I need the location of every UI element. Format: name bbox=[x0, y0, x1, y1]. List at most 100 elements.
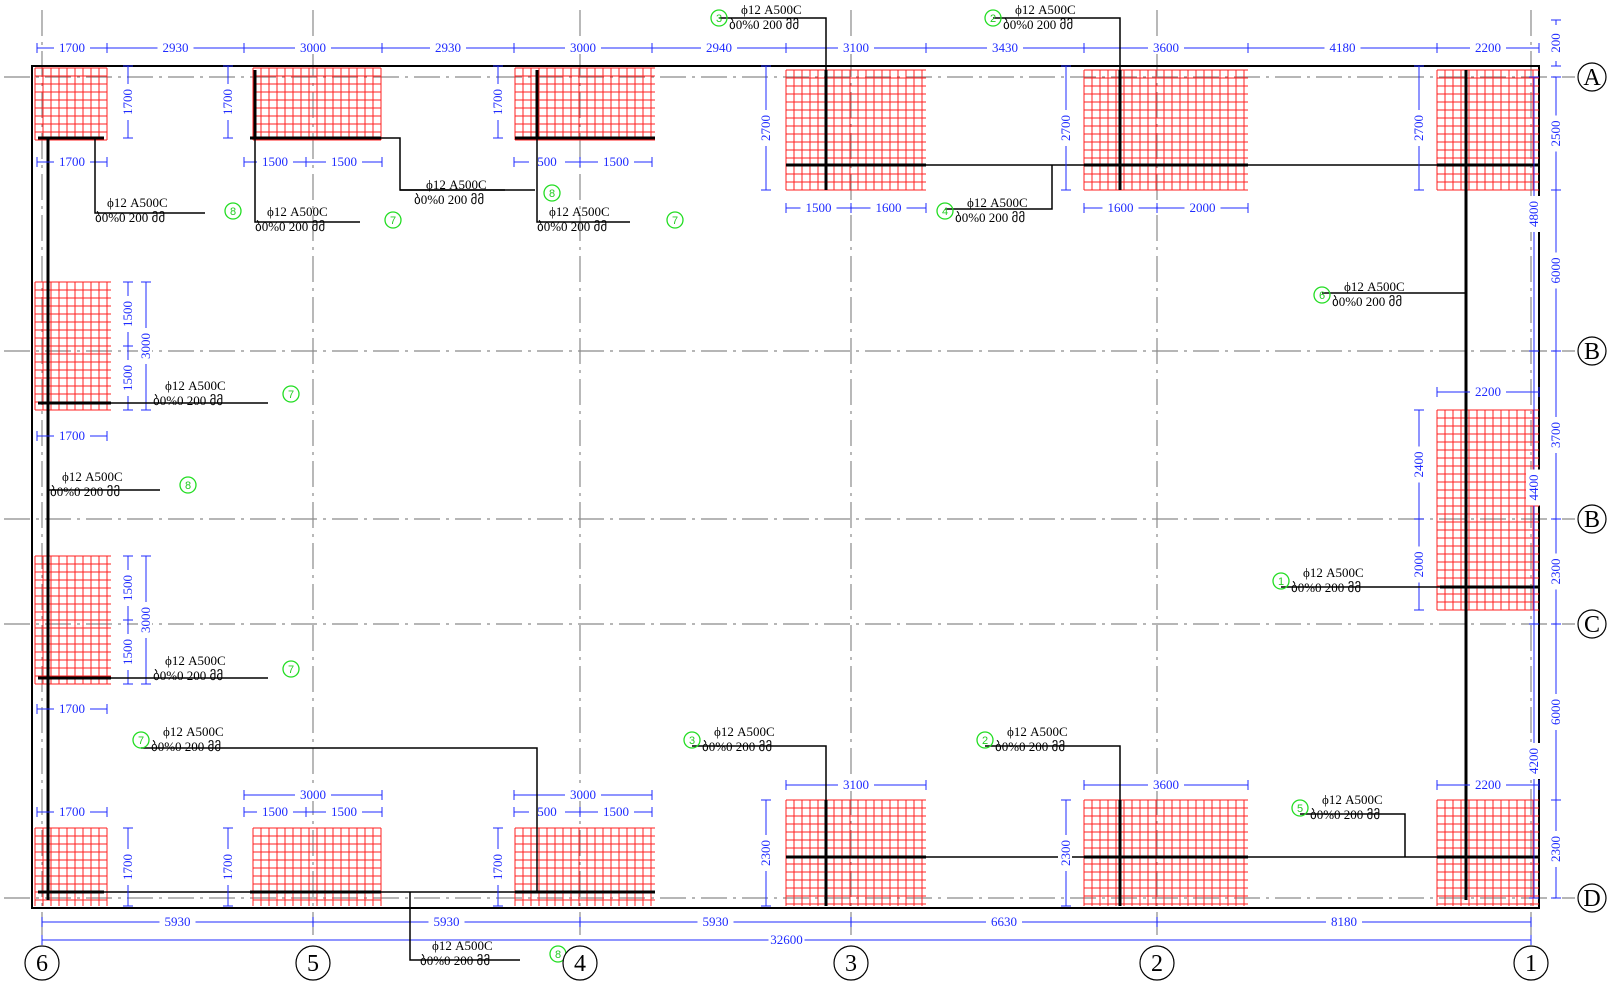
dim-text-bg bbox=[54, 40, 90, 54]
callout-spacing: ბ0%0 200 მმ bbox=[151, 739, 221, 754]
dim-value: 2200 bbox=[1475, 384, 1501, 399]
rebar-mesh-zone bbox=[514, 827, 655, 906]
right-dimension: 2300 bbox=[1548, 799, 1563, 899]
dimension: 500 bbox=[513, 804, 581, 819]
dim-value: 1700 bbox=[59, 428, 85, 443]
right-dimension: 6000 bbox=[1548, 623, 1563, 801]
axis-bubble-5: 5 bbox=[295, 945, 331, 981]
mark-number: 8 bbox=[549, 188, 555, 200]
dim-value: 1700 bbox=[59, 804, 85, 819]
right-dimension: 4200 bbox=[1526, 623, 1541, 899]
mark-number: 1 bbox=[1278, 576, 1284, 588]
dim-text-bg bbox=[870, 200, 907, 214]
callout-spacing: ბ0%0 200 მმ bbox=[420, 953, 490, 968]
mark-circle bbox=[384, 211, 402, 229]
dimension: 1700 bbox=[36, 804, 108, 819]
dim-value: 1700 bbox=[220, 89, 235, 115]
dim-value: 2700 bbox=[1411, 115, 1426, 141]
bottom-dimension: 6630 bbox=[850, 914, 1158, 929]
top-dimension: 4180 bbox=[1247, 40, 1438, 55]
mark-number: 3 bbox=[689, 735, 695, 747]
dim-value: 5930 bbox=[434, 914, 460, 929]
axis-bubble-label: 5 bbox=[307, 951, 319, 977]
dim-value: 3600 bbox=[1153, 777, 1179, 792]
rebar-mesh-zone bbox=[1083, 799, 1248, 906]
callout-spec: ϕ12 A500C bbox=[267, 204, 328, 219]
right-dimension: 6000 bbox=[1548, 189, 1563, 352]
mark-number: 6 bbox=[1319, 290, 1325, 302]
dim-value: 1500 bbox=[262, 804, 288, 819]
dim-text-bg bbox=[800, 200, 837, 214]
dim-value: 3000 bbox=[138, 333, 153, 359]
callout-spacing: ბ0%0 200 მმ bbox=[1003, 17, 1073, 32]
callout-leader bbox=[692, 745, 827, 800]
dim-text-bg bbox=[428, 914, 465, 928]
dim-text-bg bbox=[598, 154, 634, 168]
dimension: 1500 bbox=[120, 345, 135, 411]
axis-bubble-circle bbox=[1577, 609, 1607, 639]
dim-text-bg bbox=[220, 849, 234, 885]
dim-value: 3100 bbox=[843, 40, 869, 55]
callout-spacing: ბ0%0 200 მმ bbox=[729, 17, 799, 32]
rebar-mesh-zone bbox=[34, 281, 111, 411]
dimension: 1700 bbox=[220, 65, 235, 139]
dim-text-bg bbox=[1470, 384, 1506, 398]
dim-text-bg bbox=[838, 40, 874, 54]
dim-text-bg bbox=[138, 328, 152, 364]
mark-number: 7 bbox=[138, 735, 144, 747]
callout-spacing: ბ0%0 200 მმ bbox=[995, 739, 1065, 754]
callout-spec: ϕ12 A500C bbox=[432, 938, 493, 953]
mark-circle bbox=[683, 731, 701, 749]
dim-text-bg bbox=[838, 777, 874, 791]
dim-value: 1500 bbox=[806, 200, 832, 215]
bottom-dimension: 5930 bbox=[41, 914, 314, 929]
mark-circle bbox=[1313, 286, 1331, 304]
dimension: 1500 bbox=[243, 154, 307, 169]
dim-value: 1700 bbox=[220, 854, 235, 880]
dimension: 1500 bbox=[785, 200, 852, 215]
top-dimension: 3100 bbox=[785, 40, 927, 55]
axis-bubble-label: B bbox=[1584, 507, 1600, 533]
mark-number: 7 bbox=[288, 389, 294, 401]
rebar-mesh-zone bbox=[1083, 69, 1248, 191]
dim-value: 1500 bbox=[331, 154, 357, 169]
dim-value: 3000 bbox=[570, 787, 596, 802]
axis-bubble-circle bbox=[295, 945, 331, 981]
callout-spacing: ბ0%0 200 მმ bbox=[414, 192, 484, 207]
dim-value: 2000 bbox=[1411, 552, 1426, 578]
axis-bubble-label: 3 bbox=[845, 951, 857, 977]
dim-value: 1500 bbox=[603, 154, 629, 169]
dim-text-bg bbox=[697, 914, 734, 928]
dim-text-bg bbox=[120, 84, 134, 120]
top-dimension: 1700 bbox=[36, 40, 108, 55]
dim-text-bg bbox=[257, 804, 293, 818]
dim-value: 1700 bbox=[490, 854, 505, 880]
top-dimension: 200 bbox=[1548, 19, 1563, 67]
axis-bubble-circle bbox=[1139, 945, 1175, 981]
dim-text-bg bbox=[295, 787, 331, 801]
callout-spec: ϕ12 A500C bbox=[1007, 724, 1068, 739]
callout-spec: ϕ12 A500C bbox=[426, 177, 487, 192]
right-dimension: 4400 bbox=[1526, 350, 1541, 625]
top-dimension: 2930 bbox=[106, 40, 245, 55]
dim-text-bg bbox=[1526, 743, 1540, 779]
dimension: 1500 bbox=[243, 804, 307, 819]
dim-value: 2000 bbox=[1190, 200, 1216, 215]
dim-value: 1500 bbox=[120, 301, 135, 327]
dim-text-bg bbox=[295, 40, 331, 54]
dim-text-bg bbox=[138, 602, 152, 638]
dim-text-bg bbox=[54, 701, 90, 715]
rebar-mesh-zone bbox=[252, 67, 382, 141]
dim-value: 1700 bbox=[120, 854, 135, 880]
callout-leader bbox=[1300, 813, 1406, 857]
dim-value: 32600 bbox=[770, 932, 803, 947]
dim-value: 2300 bbox=[758, 840, 773, 866]
dim-text-bg bbox=[490, 84, 504, 120]
dimension: 500 bbox=[513, 154, 581, 169]
dimension: 3600 bbox=[1083, 777, 1249, 792]
dim-text-bg bbox=[986, 914, 1022, 928]
